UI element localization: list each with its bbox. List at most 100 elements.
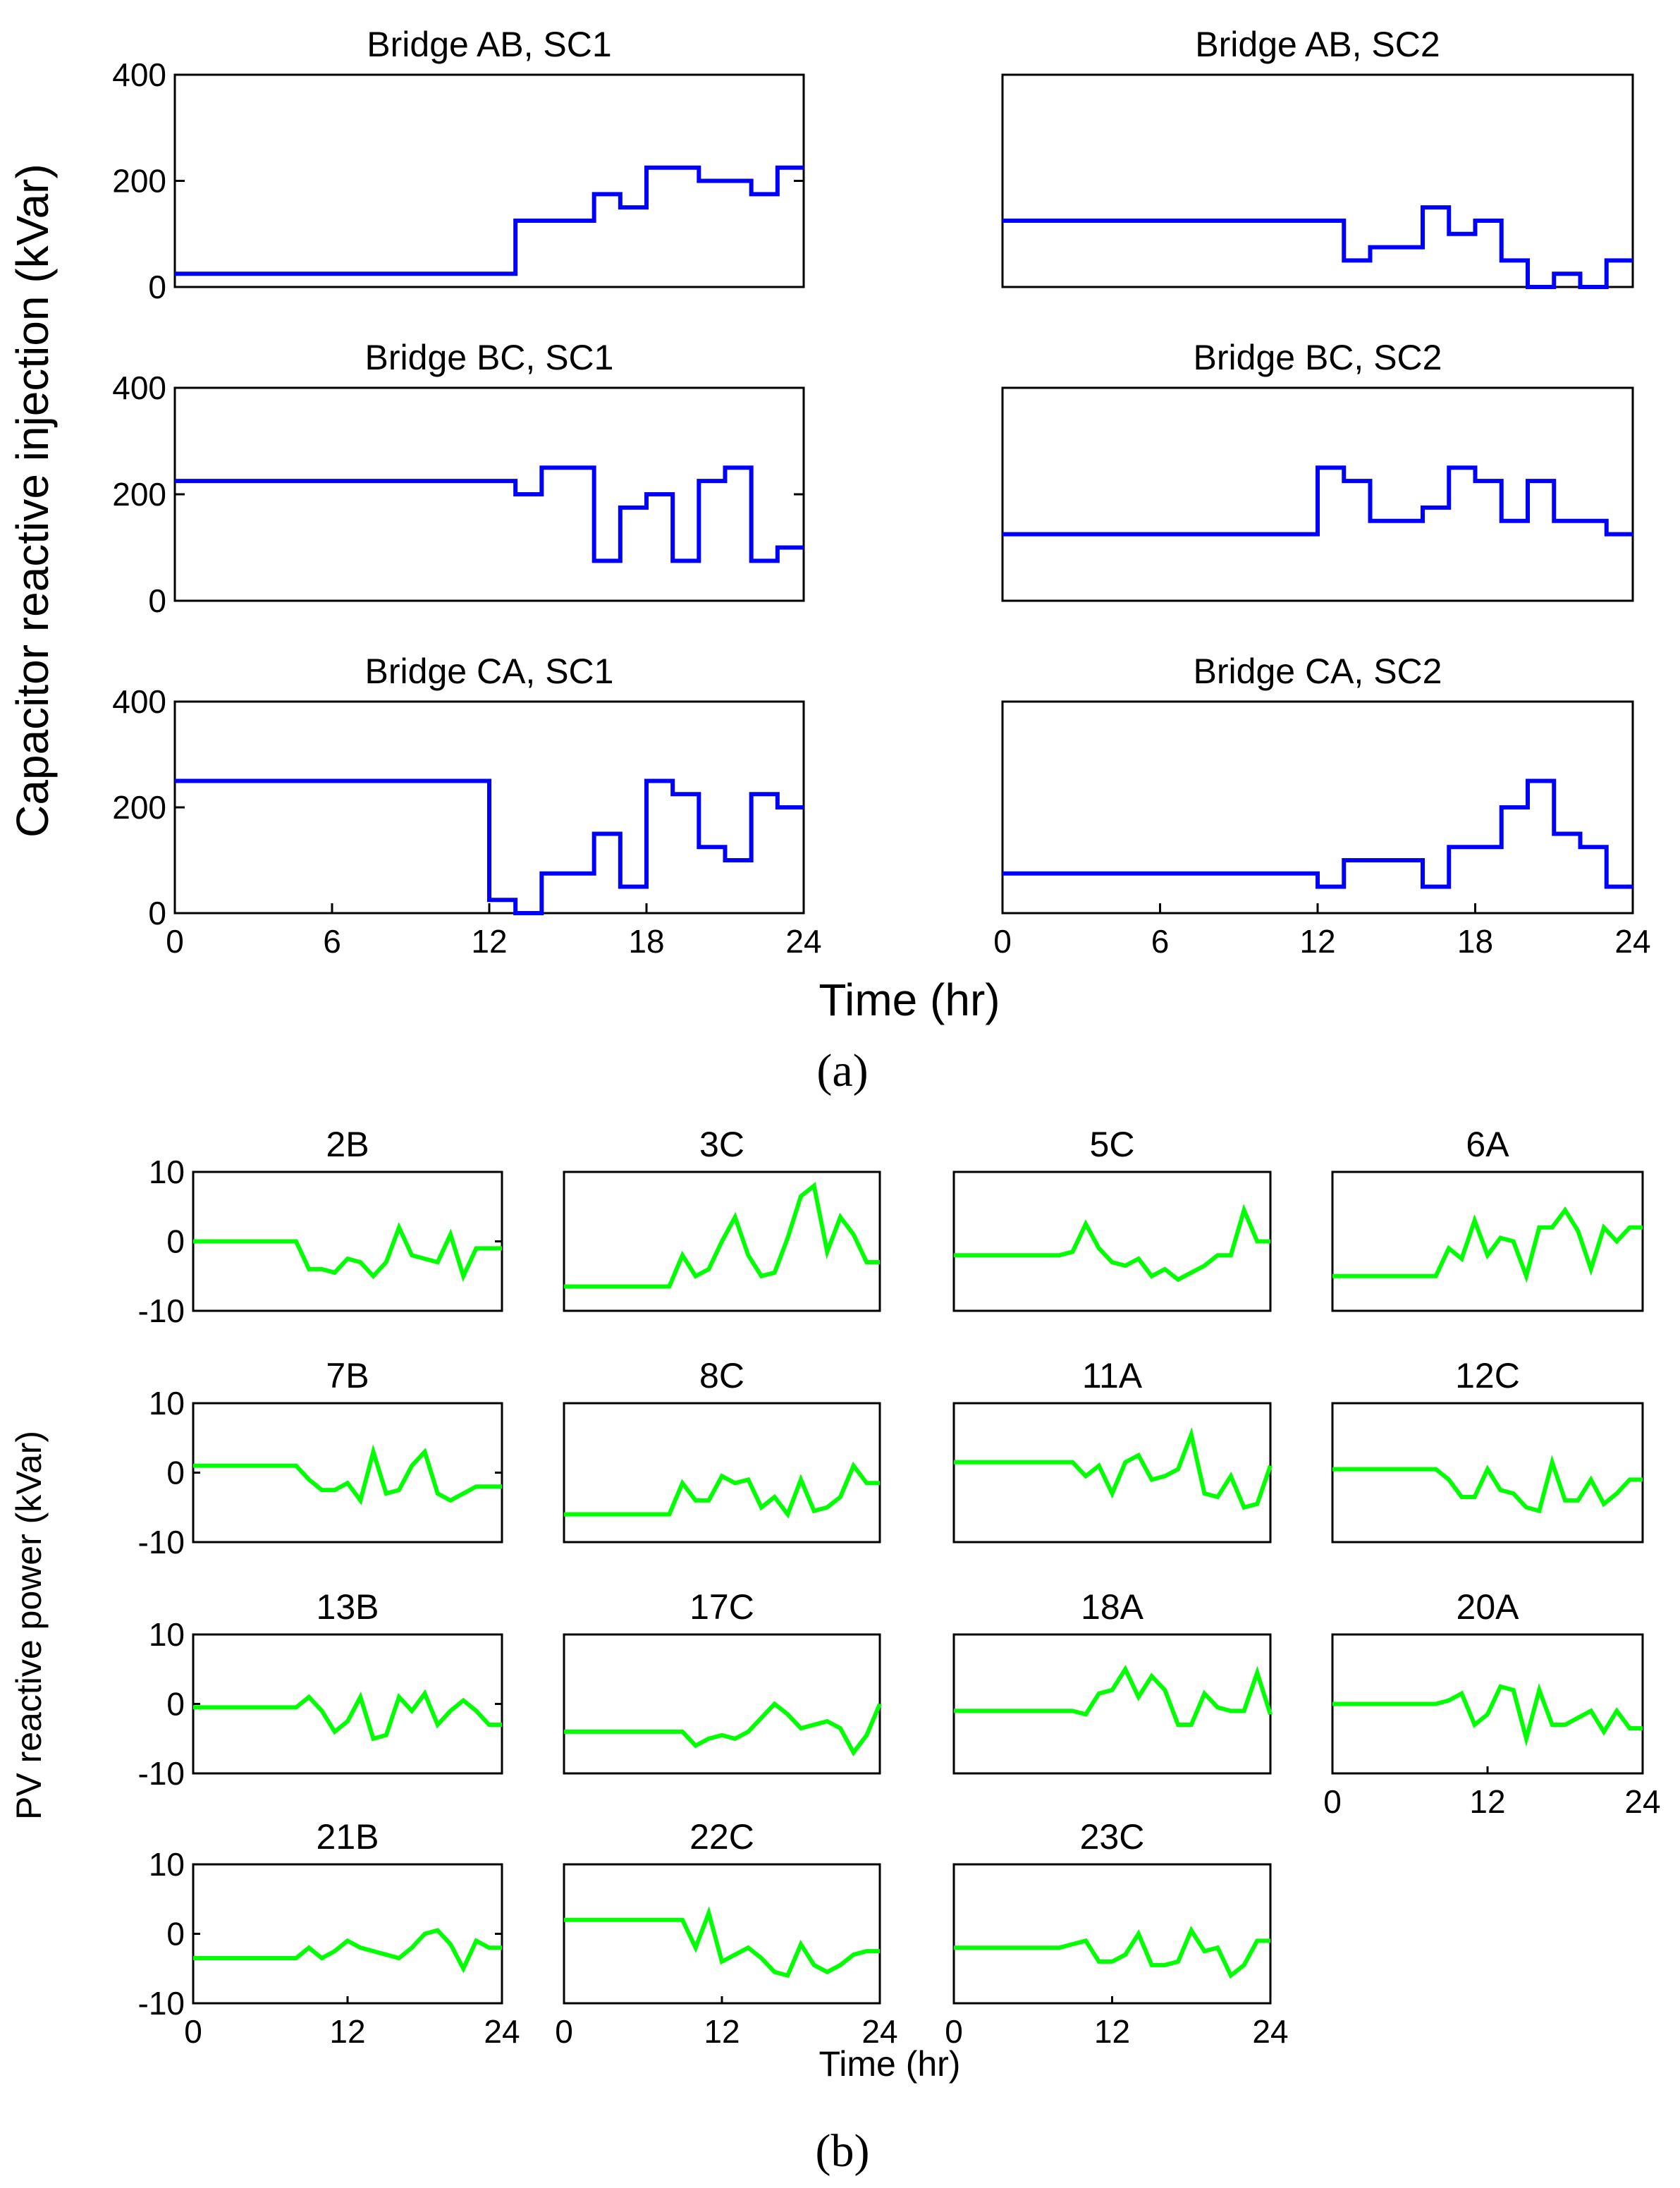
subplot-6a: 6A: [1331, 1125, 1644, 1312]
series-line: [1003, 778, 1633, 889]
panel-a-xlabel: Time (hr): [818, 974, 1000, 1025]
y-tick-label: 10: [149, 1616, 185, 1653]
subplot-8c: 8C: [563, 1356, 881, 1544]
series-line: [954, 1665, 1273, 1728]
axes-frame: [952, 1171, 1272, 1312]
y-tick-label: 0: [166, 1686, 185, 1723]
x-tick-label: 12: [1469, 1783, 1505, 1820]
subplot-title: 11A: [1082, 1356, 1143, 1395]
subplot-title: 17C: [689, 1587, 754, 1627]
axes-frame: [952, 1402, 1272, 1544]
subplot-2b: 2B 10 0 -10: [138, 1125, 503, 1329]
x-tick-label: 0: [993, 923, 1012, 960]
subplot-bridge-bc-sc1: Bridge BC, SC1 0 200 400: [112, 338, 805, 619]
axes-frame: [1001, 386, 1634, 602]
subplot-7b: 7B 10 0 -10: [138, 1356, 503, 1560]
subplot-bridge-ab-sc2: Bridge AB, SC2: [1001, 25, 1634, 289]
subplot-title: Bridge CA, SC1: [365, 652, 614, 691]
y-tick-label: 0: [166, 1916, 185, 1952]
y-tick-label: 0: [148, 269, 166, 305]
subplot-17c: 17C: [563, 1587, 882, 1775]
axes-frame: [192, 1402, 503, 1544]
series-line: [193, 1221, 502, 1283]
x-tick-label: 12: [1299, 923, 1335, 960]
axes-frame: [952, 1633, 1272, 1775]
series-line: [954, 1204, 1270, 1283]
series-line: [193, 1444, 502, 1505]
subplot-title: 8C: [699, 1356, 744, 1395]
subplot-title: 6A: [1466, 1125, 1509, 1164]
subplot-title: 3C: [699, 1125, 744, 1164]
axes-frame: [563, 1633, 881, 1775]
y-tick-label: 0: [148, 895, 166, 931]
x-tick-label: 24: [862, 2013, 897, 2050]
y-tick-label: 200: [112, 163, 166, 200]
axes-frame: [192, 1633, 503, 1775]
series-line: [175, 778, 804, 915]
subplot-title: 21B: [317, 1817, 379, 1857]
x-tick-label: 18: [628, 923, 664, 960]
axes-frame: [173, 386, 805, 602]
x-tick-label: 24: [1624, 1783, 1660, 1820]
x-tick-label: 6: [323, 923, 341, 960]
subplot-20a: 20A 0 12 24: [1323, 1587, 1660, 1820]
panel-b-xlabel: Time (hr): [819, 2044, 961, 2084]
series-line: [1003, 205, 1633, 289]
panel-b-caption: (b): [816, 2125, 870, 2177]
y-tick-label: 400: [112, 56, 166, 93]
x-tick-label: 12: [704, 2013, 740, 2050]
x-tick-label: 18: [1457, 923, 1493, 960]
series-line: [954, 1426, 1273, 1510]
subplot-title: 22C: [689, 1817, 754, 1857]
series-line: [193, 1928, 502, 1974]
x-tick-label: 0: [184, 2013, 202, 2050]
y-tick-label: 10: [149, 1385, 185, 1422]
subplot-bridge-ca-sc1: Bridge CA, SC1 0 200 400 0 6 12 18 24: [112, 652, 821, 960]
subplot-bridge-ca-sc2: Bridge CA, SC2 0 6 12 18 24: [993, 652, 1650, 960]
series-line: [1332, 1682, 1643, 1747]
series-line: [1003, 465, 1633, 537]
axes-frame: [952, 1863, 1272, 2005]
subplot-title: 7B: [326, 1356, 369, 1395]
panel-a: Bridge AB, SC1 0 200 400 Bridge AB, SC2 Bridg…: [112, 25, 1650, 960]
axes-frame: [1331, 1171, 1644, 1312]
subplot-title: 18A: [1081, 1587, 1144, 1627]
y-tick-label: 0: [166, 1455, 185, 1491]
series-line: [954, 1926, 1270, 1979]
x-tick-label: 0: [555, 2013, 573, 2050]
subplot-bridge-ab-sc1: Bridge AB, SC1 0 200 400: [112, 25, 805, 305]
subplot-title: Bridge CA, SC2: [1194, 652, 1442, 691]
x-tick-label: 12: [329, 2013, 365, 2050]
x-tick-label: 24: [785, 923, 821, 960]
y-tick-label: -10: [138, 1292, 185, 1329]
axes-frame: [1331, 1402, 1644, 1544]
subplot-12c: 12C: [1331, 1356, 1644, 1544]
y-tick-label: -10: [138, 1985, 185, 2022]
subplot-title: 2B: [326, 1125, 369, 1164]
x-tick-label: 24: [1614, 923, 1650, 960]
subplot-22c: 22C 0 12 24: [555, 1817, 897, 2050]
series-line: [193, 1689, 502, 1742]
y-tick-label: 0: [166, 1223, 185, 1260]
series-line: [1332, 1455, 1643, 1514]
series-line: [175, 465, 804, 563]
y-tick-label: 200: [112, 476, 166, 513]
subplot-13b: 13B 10 0 -10: [138, 1587, 503, 1792]
axes-frame: [563, 1171, 881, 1312]
series-line: [175, 165, 804, 276]
axes-frame: [192, 1863, 503, 2005]
subplot-3c: 3C: [563, 1125, 881, 1312]
series-line: [564, 1182, 880, 1289]
y-tick-label: 400: [112, 369, 166, 406]
subplot-23c: 23C 0 12 24: [945, 1817, 1288, 2050]
axes-frame: [1001, 73, 1634, 288]
subplot-title: 23C: [1080, 1817, 1145, 1857]
subplot-5c: 5C: [952, 1125, 1272, 1312]
x-tick-label: 0: [945, 2013, 963, 2050]
subplot-title: Bridge AB, SC1: [367, 25, 611, 64]
y-tick-label: 400: [112, 683, 166, 720]
subplot-title: Bridge BC, SC2: [1194, 338, 1442, 377]
subplot-title: Bridge BC, SC1: [365, 338, 614, 377]
panel-a-caption: (a): [816, 1045, 868, 1096]
